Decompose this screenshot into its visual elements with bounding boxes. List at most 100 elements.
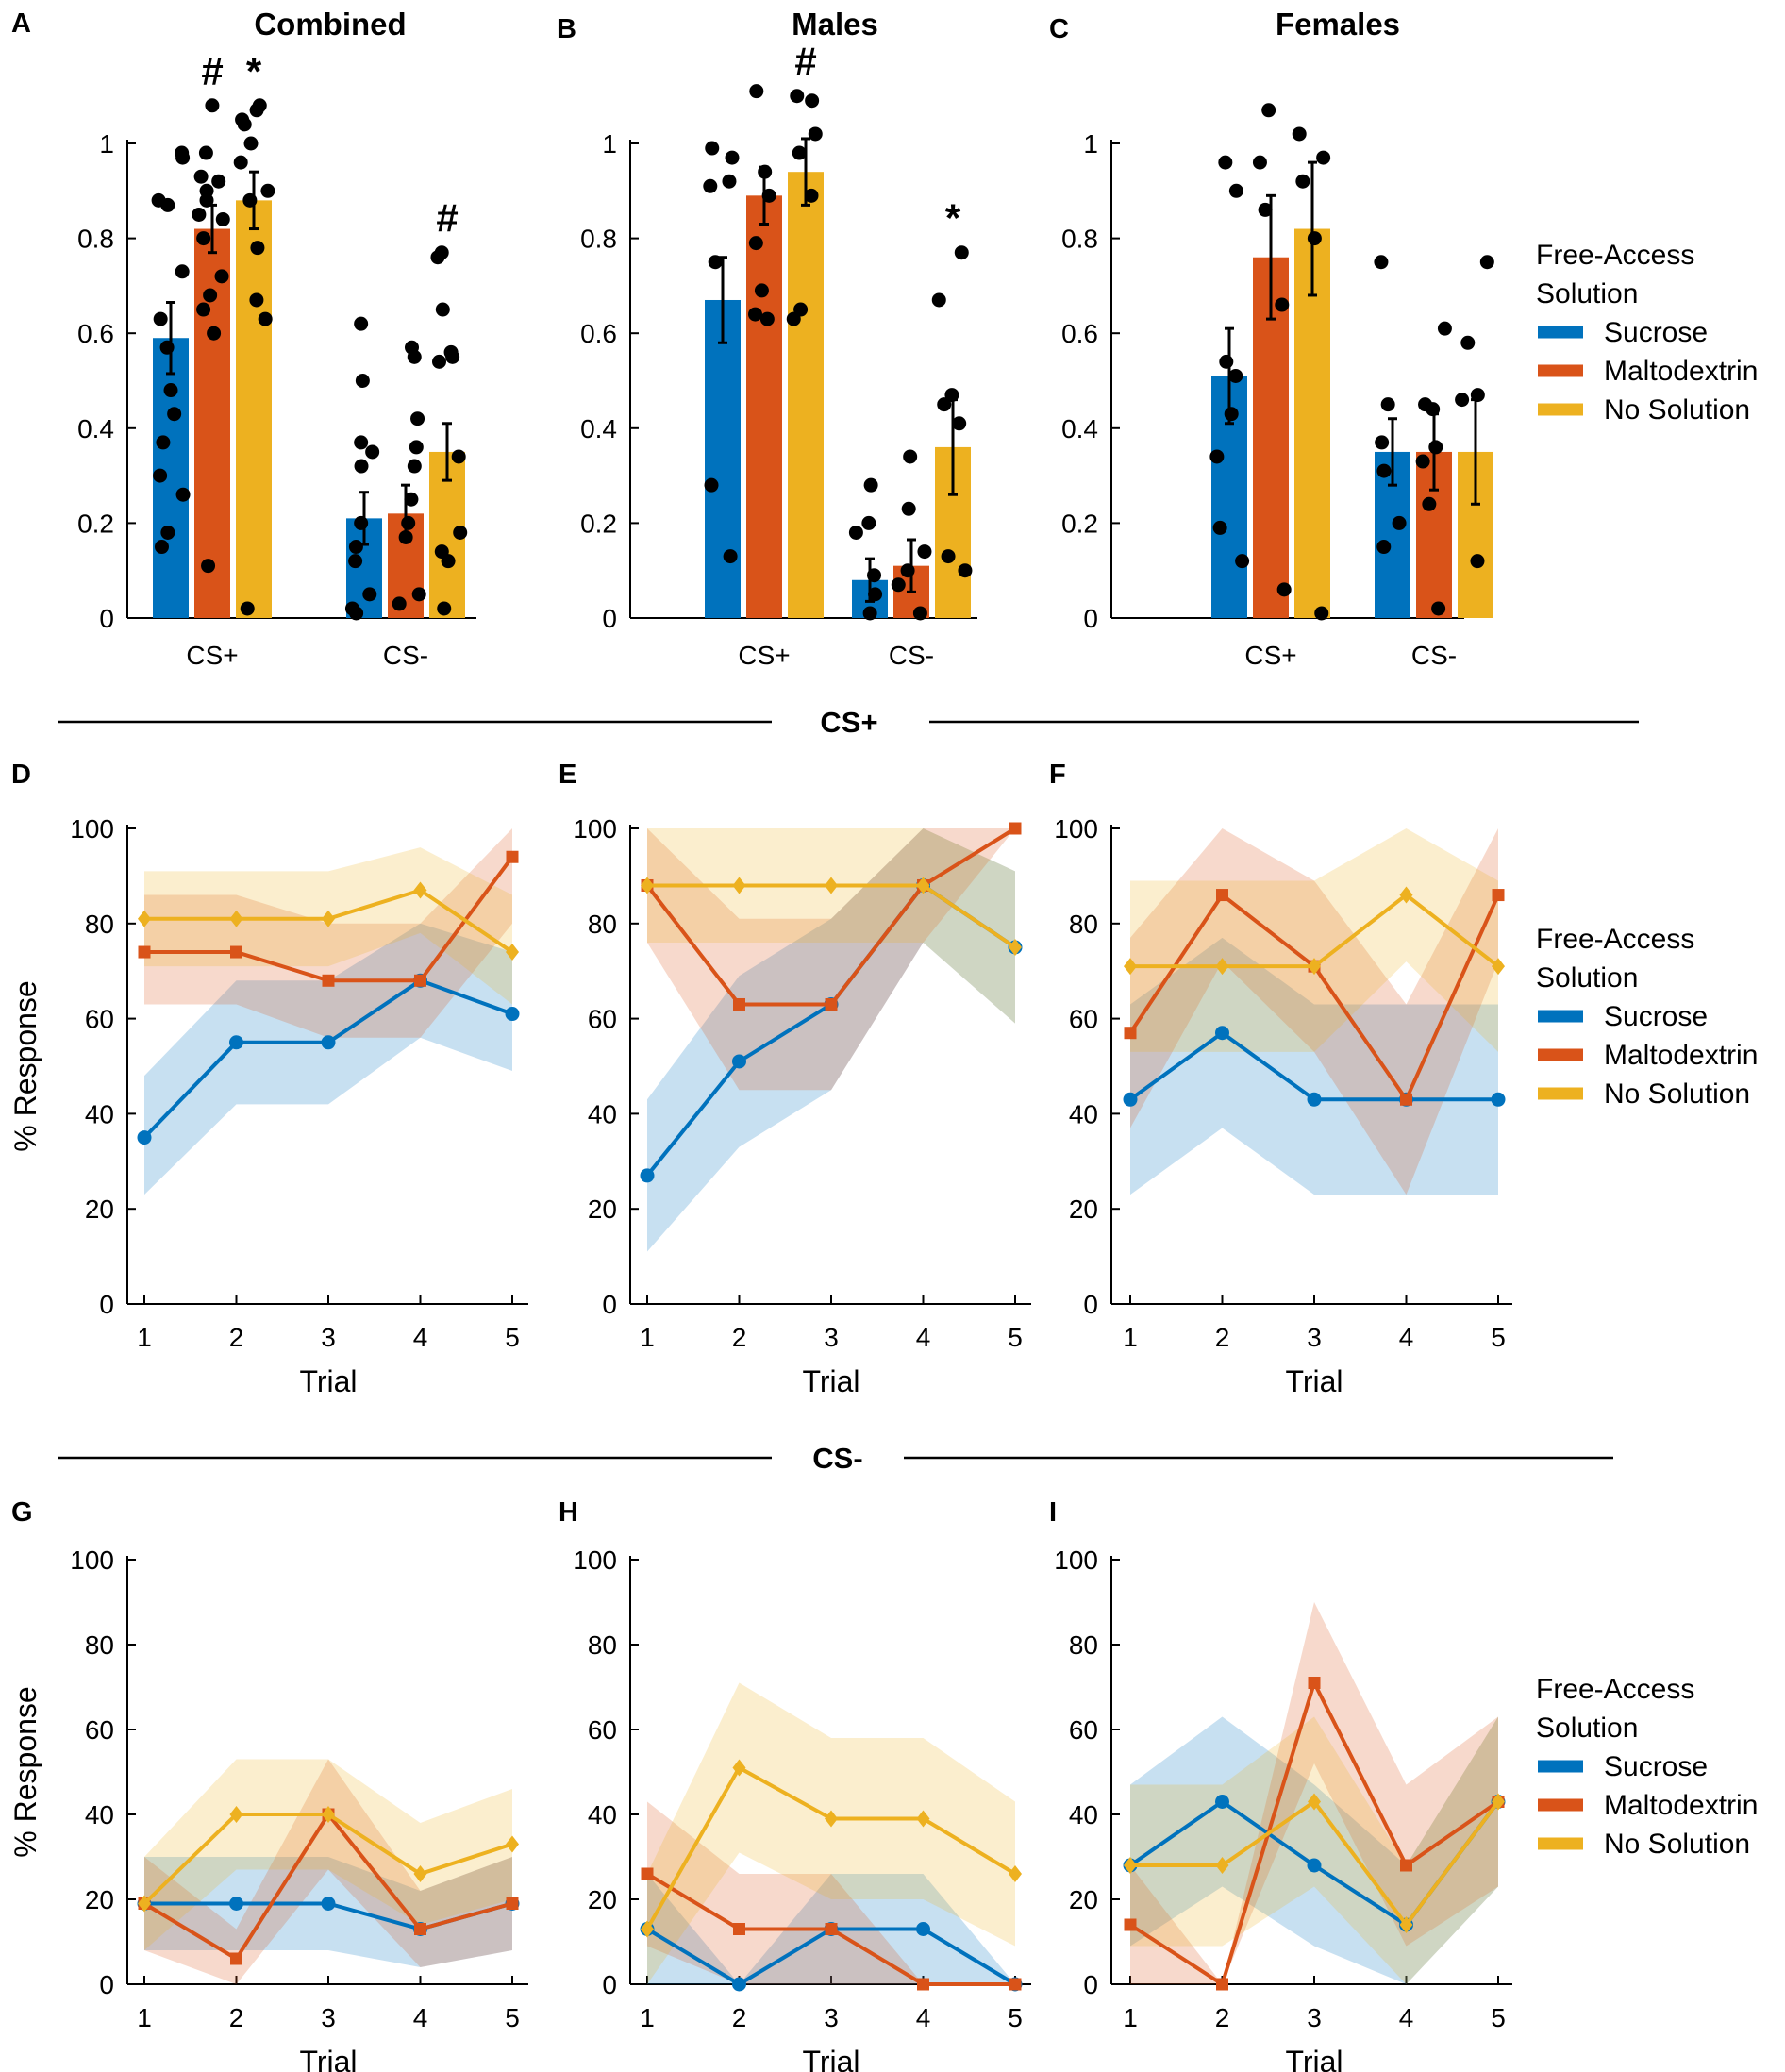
- panel-d-marker-no-solution: [322, 910, 335, 927]
- panel-h-y-tick-label: 20: [588, 1885, 617, 1914]
- panel-g-marker-maltodextrin: [230, 1952, 242, 1965]
- panel-d-marker-no-solution: [506, 944, 519, 961]
- panel-a-data-point: [354, 435, 369, 450]
- panel-d-marker-maltodextrin: [414, 974, 426, 987]
- panel-e-x-tick-label: 5: [1008, 1323, 1023, 1352]
- panel-c-data-point: [1460, 335, 1476, 350]
- panel-d-marker-sucrose: [137, 1130, 152, 1145]
- panel-c-data-point: [1374, 255, 1389, 270]
- panel-a-y-tick-label: 0.6: [77, 319, 114, 348]
- panel-b-data-point: [704, 477, 719, 493]
- panel-b-bar-maltodextrin: [746, 195, 782, 618]
- panel-c: C Females 0 0.2 0.4 0.6 0.8 1 CS+ CS-: [1049, 7, 1494, 670]
- panel-g-marker-no-solution: [322, 1806, 335, 1823]
- panel-b-data-point: [937, 397, 952, 412]
- panel-d: D 0 20 40 60 80 100 1 2 3 4 5 Trial % Response: [8, 760, 528, 1398]
- panel-f-x-axis-label: Trial: [1285, 1364, 1343, 1398]
- panel-i-marker-no-solution: [1308, 1793, 1321, 1811]
- panel-b-data-point: [867, 568, 882, 583]
- panel-i-y-tick-label: 0: [1083, 1970, 1098, 1999]
- panel-i-marker-maltodextrin: [1400, 1859, 1412, 1872]
- panel-e-marker-no-solution: [916, 877, 930, 894]
- panel-b-data-point: [941, 549, 956, 564]
- panel-d-y-tick-label: 80: [85, 910, 114, 939]
- panel-b-data-point: [723, 549, 738, 564]
- panel-f-y-tick-label: 100: [1054, 814, 1098, 844]
- panel-a: A Combined 0 0.2 0.4 0.6 0.8 1 CS+ CS- # * #: [11, 7, 476, 670]
- panel-a-data-point: [243, 136, 259, 151]
- panel-i-marker-no-solution: [1492, 1793, 1505, 1811]
- panel-a-letter: A: [11, 8, 31, 39]
- panel-d-x-tick-label: 4: [413, 1323, 428, 1352]
- panel-a-data-point: [196, 231, 211, 246]
- panel-b-data-point: [725, 150, 740, 165]
- panel-i-y-tick-label: 60: [1069, 1715, 1098, 1745]
- panel-e-y-tick-label: 80: [588, 910, 617, 939]
- legend-item-sucrose: Sucrose: [1604, 317, 1708, 348]
- panel-c-data-point: [1292, 126, 1307, 142]
- legend-item-no-solution: No Solution: [1604, 394, 1750, 426]
- panel-i-marker-no-solution: [1215, 1857, 1229, 1874]
- panel-a-data-point: [153, 311, 168, 326]
- panel-a-data-point: [348, 554, 363, 569]
- panel-a-data-point: [249, 292, 264, 308]
- panel-c-data-point: [1426, 402, 1441, 417]
- panel-c-data-point: [1455, 393, 1470, 408]
- panel-d-marker-sucrose: [229, 1035, 243, 1050]
- panel-c-data-point: [1470, 554, 1485, 569]
- panel-a-title: Combined: [254, 7, 406, 42]
- panel-c-data-point: [1224, 407, 1239, 422]
- panel-b-bar-no-solution: [788, 172, 824, 618]
- panel-i-marker-maltodextrin: [1308, 1677, 1321, 1689]
- panel-b-data-point: [954, 245, 969, 260]
- panel-i-y-tick-label: 40: [1069, 1800, 1098, 1830]
- panel-e: E 0 20 40 60 80 100 1 2 3 4 5 Trial: [559, 760, 1031, 1398]
- panel-a-data-point: [153, 468, 168, 483]
- panel-a-data-point: [258, 311, 273, 326]
- panel-a-data-point: [354, 459, 369, 474]
- panel-h-x-tick-label: 5: [1008, 2003, 1023, 2032]
- panel-e-y-tick-label: 100: [573, 814, 617, 844]
- panel-b-data-point: [900, 563, 915, 578]
- panel-h-y-tick-label: 40: [588, 1800, 617, 1830]
- panel-f-x-tick-label: 5: [1491, 1323, 1506, 1352]
- panel-h-x-tick-label: 2: [732, 2003, 747, 2032]
- panel-a-y-tick-label: 0.2: [77, 509, 114, 538]
- legend-subtitle: Solution: [1536, 1713, 1638, 1744]
- panel-b-y-tick-label: 0: [602, 604, 617, 633]
- panel-h-y-tick-label: 60: [588, 1715, 617, 1745]
- panel-b-data-point: [722, 174, 737, 189]
- panel-e-x-tick-label: 1: [640, 1323, 655, 1352]
- panel-h-marker-no-solution: [1009, 1865, 1022, 1882]
- panel-a-data-point: [453, 525, 468, 540]
- panel-a-y-tick-label: 0: [99, 604, 114, 633]
- panel-a-data-point: [398, 529, 413, 544]
- panel-g-y-tick-label: 100: [70, 1546, 114, 1575]
- panel-g-y-tick-label: 80: [85, 1630, 114, 1660]
- panel-c-data-point: [1380, 397, 1395, 412]
- panel-b-data-point: [952, 416, 967, 431]
- panel-b-significance-marker: *: [945, 196, 961, 241]
- panel-f-marker-maltodextrin: [1492, 889, 1505, 902]
- panel-d-marker-no-solution: [138, 910, 151, 927]
- panel-b-data-point: [931, 292, 946, 308]
- panel-d-letter: D: [11, 760, 31, 790]
- panel-a-data-point: [409, 440, 424, 455]
- panel-b-data-point: [748, 307, 763, 322]
- legend-item-maltodextrin: Maltodextrin: [1604, 1790, 1758, 1821]
- panel-g-x-tick-label: 3: [321, 2003, 336, 2032]
- panel-a-data-point: [404, 492, 419, 507]
- panel-h-y-tick-label: 100: [573, 1546, 617, 1575]
- panel-f-marker-sucrose: [1215, 1026, 1229, 1041]
- panel-f-y-tick-label: 0: [1083, 1290, 1098, 1319]
- panel-g-x-axis-label: Trial: [299, 2045, 357, 2072]
- panel-a-data-point: [435, 302, 450, 317]
- panel-a-data-point: [365, 444, 380, 460]
- panel-c-data-point: [1470, 388, 1485, 403]
- panel-f-x-tick-label: 2: [1215, 1323, 1230, 1352]
- panel-c-data-point: [1316, 150, 1331, 165]
- panel-h-marker-maltodextrin: [825, 1923, 838, 1935]
- panel-i-y-tick-label: 100: [1054, 1546, 1098, 1575]
- panel-f-x-tick-label: 3: [1307, 1323, 1322, 1352]
- panel-d-marker-maltodextrin: [322, 974, 335, 987]
